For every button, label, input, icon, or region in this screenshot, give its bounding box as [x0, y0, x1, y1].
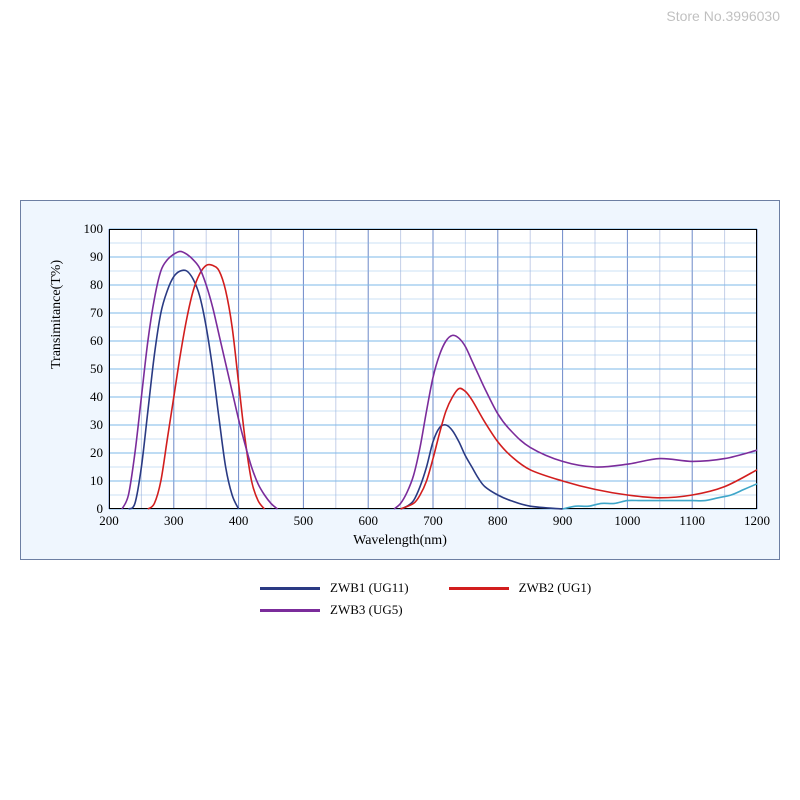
- svg-text:40: 40: [90, 389, 103, 404]
- watermark: Store No.3996030: [666, 8, 780, 24]
- legend-label: ZWB3 (UG5): [330, 602, 403, 618]
- grid: [109, 229, 757, 509]
- svg-text:1000: 1000: [614, 513, 640, 528]
- svg-text:400: 400: [229, 513, 249, 528]
- svg-text:1100: 1100: [679, 513, 705, 528]
- svg-text:30: 30: [90, 417, 103, 432]
- chart-svg: 2003004005006007008009001000110012000102…: [109, 229, 757, 509]
- plot-area: 2003004005006007008009001000110012000102…: [109, 229, 757, 509]
- svg-text:50: 50: [90, 361, 103, 376]
- svg-text:600: 600: [358, 513, 378, 528]
- svg-text:900: 900: [553, 513, 573, 528]
- svg-text:1200: 1200: [744, 513, 770, 528]
- legend-item: ZWB2 (UG1): [449, 580, 592, 596]
- svg-text:100: 100: [84, 221, 104, 236]
- legend: ZWB1 (UG11) ZWB2 (UG1) ZWB3 (UG5): [260, 580, 591, 624]
- series-ZWB2 (UG1): [401, 388, 757, 509]
- legend-item: ZWB3 (UG5): [260, 602, 403, 618]
- legend-item: ZWB1 (UG11): [260, 580, 409, 596]
- svg-text:10: 10: [90, 473, 103, 488]
- y-axis-label: Transimitance(T%): [49, 260, 65, 369]
- svg-text:0: 0: [97, 501, 104, 516]
- legend-swatch: [449, 587, 509, 590]
- svg-text:70: 70: [90, 305, 103, 320]
- svg-text:300: 300: [164, 513, 184, 528]
- svg-text:700: 700: [423, 513, 443, 528]
- svg-text:20: 20: [90, 445, 103, 460]
- series-ZWB1 (UG11): [128, 270, 238, 509]
- series-ZWB3 (UG5): [122, 251, 278, 509]
- legend-swatch: [260, 609, 320, 612]
- legend-label: ZWB1 (UG11): [330, 580, 409, 596]
- series-ZWB3 (UG5): [394, 335, 757, 509]
- svg-text:500: 500: [294, 513, 314, 528]
- legend-label: ZWB2 (UG1): [519, 580, 592, 596]
- svg-text:800: 800: [488, 513, 508, 528]
- svg-text:90: 90: [90, 249, 103, 264]
- curves: [122, 251, 757, 509]
- svg-text:60: 60: [90, 333, 103, 348]
- chart-frame: Transimitance(T%) Wavelength(nm) 2003004…: [20, 200, 780, 560]
- svg-text:80: 80: [90, 277, 103, 292]
- legend-swatch: [260, 587, 320, 590]
- x-axis-label: Wavelength(nm): [21, 533, 779, 549]
